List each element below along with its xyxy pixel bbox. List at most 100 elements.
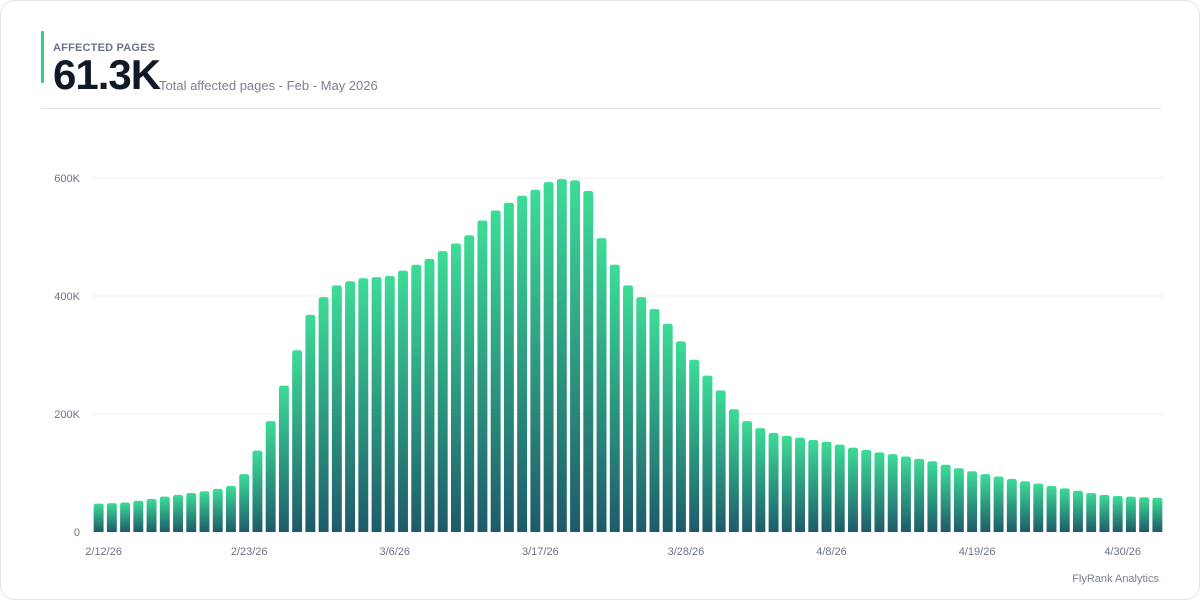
- bar: [331, 285, 342, 532]
- bar: [887, 454, 898, 532]
- bar: [636, 297, 647, 532]
- y-tick-label: 200K: [54, 409, 80, 421]
- bar: [993, 476, 1004, 532]
- bar: [861, 449, 872, 532]
- bar: [940, 464, 951, 532]
- bar: [345, 281, 356, 532]
- bar: [742, 421, 753, 532]
- bar: [675, 341, 686, 532]
- bar: [609, 264, 620, 532]
- bar: [583, 190, 594, 533]
- y-tick-label: 600K: [54, 173, 80, 185]
- bar: [662, 323, 673, 532]
- bar: [398, 270, 408, 532]
- x-tick-label: 4/30/26: [1104, 546, 1141, 558]
- bar: [239, 474, 250, 532]
- bar: [874, 452, 885, 532]
- kpi-subtitle: Total affected pages - Feb - May 2026: [159, 78, 378, 93]
- bar: [199, 491, 210, 532]
- bar: [900, 456, 911, 532]
- bar: [821, 441, 832, 532]
- y-axis-ticks: 0 200K 400K 600K: [54, 173, 80, 539]
- bar: [424, 258, 435, 532]
- y-tick-label: 0: [74, 527, 80, 539]
- bar: [1006, 478, 1017, 532]
- bar: [1112, 496, 1123, 532]
- x-tick-label: 3/17/26: [522, 546, 559, 558]
- bar: [1073, 490, 1083, 532]
- bar: [967, 471, 978, 532]
- bar: [715, 390, 726, 532]
- bar: [464, 235, 475, 533]
- x-axis-ticks: 2/12/26 2/23/26 3/6/26 3/17/26 3/28/26 4/8/26…: [85, 546, 1141, 558]
- x-tick-label: 2/23/26: [231, 546, 268, 558]
- bars: [93, 179, 1163, 533]
- bar: [159, 496, 170, 532]
- bar: [953, 468, 964, 532]
- bar: [278, 385, 289, 532]
- bar: [781, 435, 792, 532]
- bar: [411, 264, 422, 532]
- bar: [186, 493, 197, 532]
- brand-footer: FlyRank Analytics: [1072, 573, 1159, 585]
- bar: [477, 220, 488, 533]
- bar: [1099, 494, 1110, 532]
- x-tick-label: 3/6/26: [379, 546, 410, 558]
- bar: [649, 308, 660, 532]
- bar: [596, 238, 607, 532]
- bar: [1033, 483, 1044, 532]
- x-tick-label: 4/19/26: [959, 546, 996, 558]
- bar: [1020, 481, 1030, 532]
- bar: [623, 285, 633, 532]
- bar: [358, 278, 369, 532]
- bar: [106, 503, 117, 532]
- bar: [728, 409, 739, 532]
- bar: [1152, 497, 1163, 532]
- bar: [702, 375, 713, 532]
- x-tick-label: 4/8/26: [816, 546, 847, 558]
- kpi-label: AFFECTED PAGES: [53, 42, 156, 54]
- bar: [530, 189, 541, 533]
- bar: [146, 498, 157, 532]
- bar: [1046, 485, 1057, 532]
- bar: [93, 503, 104, 532]
- bar: [1139, 497, 1150, 532]
- bar: [318, 297, 329, 532]
- bar: [517, 195, 528, 532]
- x-tick-label: 3/28/26: [668, 546, 705, 558]
- bar: [556, 179, 567, 532]
- bar: [503, 202, 514, 532]
- bar: [173, 494, 183, 532]
- bar: [1125, 496, 1136, 532]
- accent-bar: [41, 31, 44, 83]
- bar: [265, 421, 276, 532]
- bar: [914, 458, 925, 532]
- bar: [689, 359, 700, 532]
- bar: [252, 450, 263, 532]
- bar: [212, 488, 223, 532]
- bar: [755, 428, 766, 532]
- bar: [490, 210, 501, 532]
- bar: [120, 502, 131, 532]
- header-divider: [41, 108, 1161, 109]
- bar: [384, 275, 395, 532]
- bar: [450, 243, 461, 533]
- bar: [980, 474, 991, 532]
- bar: [133, 500, 144, 532]
- x-tick-label: 2/12/26: [85, 546, 122, 558]
- bar: [437, 251, 448, 532]
- y-tick-label: 400K: [54, 291, 80, 303]
- bar: [543, 182, 554, 532]
- bar: [808, 439, 819, 532]
- bar: [927, 461, 938, 532]
- bar: [305, 314, 316, 532]
- kpi-value: 61.3K: [53, 51, 161, 98]
- bar: [795, 437, 806, 532]
- bar: [834, 444, 845, 532]
- bar: [570, 180, 581, 533]
- bar: [292, 350, 303, 532]
- bar: [226, 485, 236, 532]
- bar: [1086, 493, 1097, 532]
